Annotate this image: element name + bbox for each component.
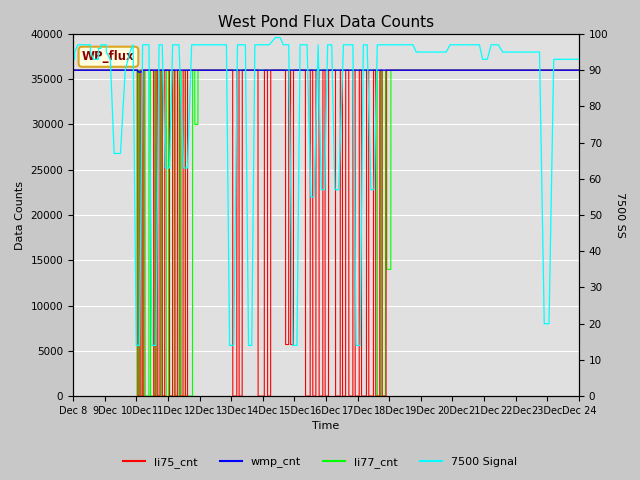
Y-axis label: Data Counts: Data Counts [15,180,25,250]
Y-axis label: 7500 SS: 7500 SS [615,192,625,238]
X-axis label: Time: Time [312,421,340,432]
Text: WP_flux: WP_flux [82,50,135,63]
Legend: li75_cnt, wmp_cnt, li77_cnt, 7500 Signal: li75_cnt, wmp_cnt, li77_cnt, 7500 Signal [118,452,522,472]
Title: West Pond Flux Data Counts: West Pond Flux Data Counts [218,15,434,30]
